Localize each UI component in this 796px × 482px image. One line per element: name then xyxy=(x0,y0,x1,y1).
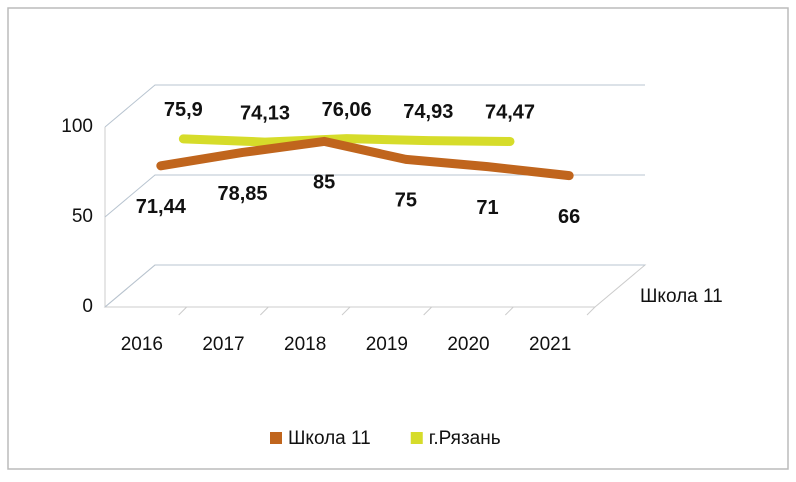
series-axis-label: Школа 11 xyxy=(640,286,723,307)
x-tick xyxy=(259,306,269,316)
legend-label: Школа 11 xyxy=(288,428,371,449)
x-tick-label: 2018 xyxy=(284,334,326,355)
data-label: 71 xyxy=(476,197,498,219)
grid-line xyxy=(104,264,645,308)
x-tick xyxy=(341,306,351,316)
series-line xyxy=(156,136,574,181)
grid-line xyxy=(104,84,645,128)
data-label: 66 xyxy=(558,206,580,228)
data-label: 74,47 xyxy=(485,102,535,124)
x-tick-label: 2019 xyxy=(366,334,408,355)
data-label: 75 xyxy=(395,190,417,212)
y-tick-label: 100 xyxy=(61,116,93,137)
x-tick xyxy=(586,306,596,316)
legend-swatch xyxy=(410,432,423,444)
x-tick xyxy=(423,306,433,316)
legend-label: г.Рязань xyxy=(429,428,501,449)
data-label: 74,13 xyxy=(240,102,290,124)
data-label: 75,9 xyxy=(164,99,203,121)
x-tick-label: 2021 xyxy=(529,334,571,355)
data-label: 85 xyxy=(313,172,335,194)
y-tick-label: 50 xyxy=(72,206,93,227)
y-tick-label: 0 xyxy=(82,296,93,317)
legend-swatch xyxy=(270,432,282,444)
data-label: 76,06 xyxy=(322,99,372,121)
chart-frame xyxy=(7,7,789,470)
x-tick-label: 2016 xyxy=(121,334,163,355)
x-tick-label: 2017 xyxy=(202,334,244,355)
series-line xyxy=(178,134,515,147)
data-label: 78,85 xyxy=(217,183,267,205)
grid-line xyxy=(104,174,645,218)
x-tick-label: 2020 xyxy=(447,334,489,355)
data-label: 74,93 xyxy=(403,101,453,123)
data-label: 71,44 xyxy=(136,196,187,218)
x-tick xyxy=(178,306,188,316)
x-tick xyxy=(504,306,514,316)
